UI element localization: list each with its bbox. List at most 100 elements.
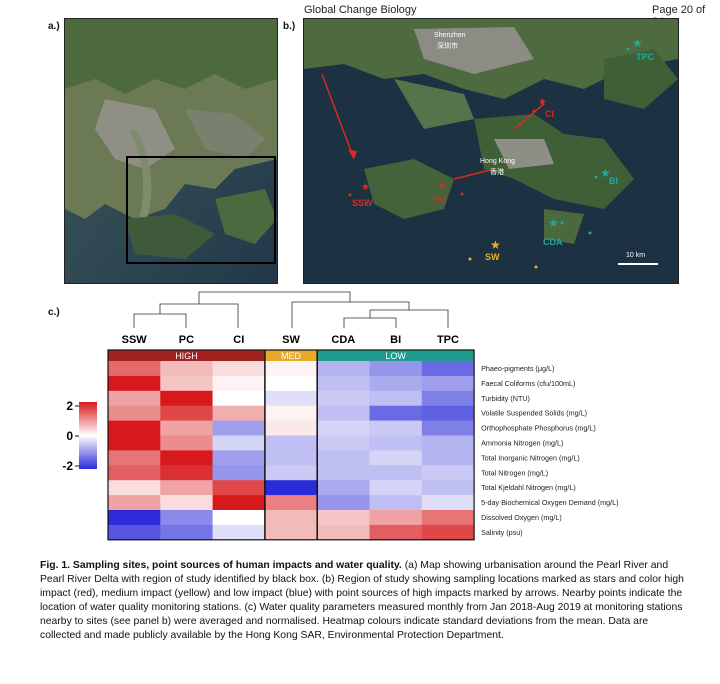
heatmap-cell [369,435,423,451]
heatmap-cell [369,495,423,511]
heatmap-cell [212,420,266,436]
heatmap-cell [212,450,266,466]
map-b: ★ ★ ★ ★ ★ ★ ★ [303,18,679,284]
site-marker-CDA: ★ [548,216,559,230]
heatmap-cell [160,495,213,511]
row-label: Total Inorganic Nitrogen (mg/L) [481,453,580,462]
column-label: SW [282,334,300,346]
heatmap-cell [369,420,423,436]
heatmap-cell [108,375,161,392]
site-marker-SSW: ★ [361,182,370,193]
heatmap-cell [317,480,370,496]
heatmap-cell [369,450,423,466]
group-bar [108,350,265,361]
site-marker-PC: ★ [438,181,447,192]
caption-title: Fig. 1. Sampling sites, point sources of… [40,560,402,571]
legend-tick-label: -2 [62,459,73,473]
heatmap-cell [160,465,213,481]
heatmap-cell [369,361,423,377]
row-label: 5-day Biochemical Oxygen Demand (mg/L) [481,498,618,507]
heatmap-cell [421,375,475,392]
heatmap-cell [421,405,475,421]
heatmap-cell [108,510,161,526]
heatmap-cell [317,405,370,421]
site-label-SSW: SSW [352,198,373,208]
column-label: PC [179,334,194,346]
heatmap-cell [264,375,318,392]
figure-caption: Fig. 1. Sampling sites, point sources of… [40,559,685,643]
heatmap-cell [108,361,161,377]
site-label-CI: CI [545,109,554,119]
heatmap-cell [160,420,213,436]
column-label: SSW [122,334,148,346]
heatmap-cell [421,450,475,466]
heatmap-cell [108,390,161,406]
heatmap-cell [421,390,475,406]
heatmap-cell [369,390,423,406]
journal-title: Global Change Biology [304,4,417,16]
shenzhen-label: Shenzhen [434,32,466,39]
heatmap-cell [160,480,213,496]
heatmap-cell [317,435,370,451]
legend-tick-label: 0 [66,429,73,443]
map-a [64,18,278,284]
heatmap-cell [212,390,266,406]
map-a-satellite-image [65,19,277,283]
impact-arrow [513,103,545,130]
heatmap-cell [421,495,475,511]
heatmap-cell [421,480,475,496]
row-label: Ammonia Nitrogen (mg/L) [481,438,563,447]
panel-c-label: c.) [48,307,60,318]
heatmap-cell [264,524,318,541]
heatmap-cell [108,495,161,511]
heatmap-cell [160,361,213,377]
heatmap-cell [317,510,370,526]
column-label: TPC [437,334,459,346]
row-label: Phaeo-pigments (μg/L) [481,364,554,373]
impact-arrow [453,168,495,180]
heatmap-cell [421,524,475,541]
heatmap-cell [421,435,475,451]
heatmap-cell [108,450,161,466]
scale-bar-label: 10 km [626,252,646,259]
heatmap-cell [160,375,213,392]
group-label: MED [281,351,302,361]
site-marker-SW: ★ [490,238,501,252]
heatmap-cell [369,465,423,481]
heatmap-cell [317,390,370,406]
site-marker-BI: ★ [600,166,611,180]
heatmap-cell [212,435,266,451]
row-label: Turbidity (NTU) [481,394,530,403]
heatmap-cell [369,375,423,392]
heatmap-cell [264,450,318,466]
heatmap-cell [421,420,475,436]
heatmap-cell [317,465,370,481]
hongkong-chinese-label: 香港 [490,169,504,176]
heatmap-cell [317,524,370,541]
row-label: Orthophosphate Phosphorus (mg/L) [481,424,596,433]
group-label: LOW [385,351,406,361]
heatmap-cell [160,435,213,451]
site-label-TPC: TPC [636,52,654,62]
site-label-SW: SW [485,252,500,262]
heatmap-cell [369,405,423,421]
heatmap-cell [421,361,475,377]
map-b-satellite-image: ★ ★ ★ ★ ★ ★ ★ [304,19,678,283]
row-label: Volatile Suspended Solids (mg/L) [481,409,587,418]
heatmap-cell [212,361,266,377]
site-label-CDA: CDA [543,237,563,247]
heatmap-cell [160,405,213,421]
heatmap-cell [421,510,475,526]
heatmap-cell [212,405,266,421]
group-bar [317,350,474,361]
row-label: Dissolved Oxygen (mg/L) [481,513,562,522]
row-label: Total Nitrogen (mg/L) [481,468,548,477]
heatmap-cell [212,510,266,526]
heatmap-cell [212,480,266,496]
site-marker-CI: ★ [538,97,547,108]
heatmap-cell [160,510,213,526]
site-label-BI: BI [609,176,618,186]
heatmap-cell [212,524,266,541]
shenzhen-chinese-label: 深圳市 [437,43,458,50]
heatmap-cell [264,361,318,377]
